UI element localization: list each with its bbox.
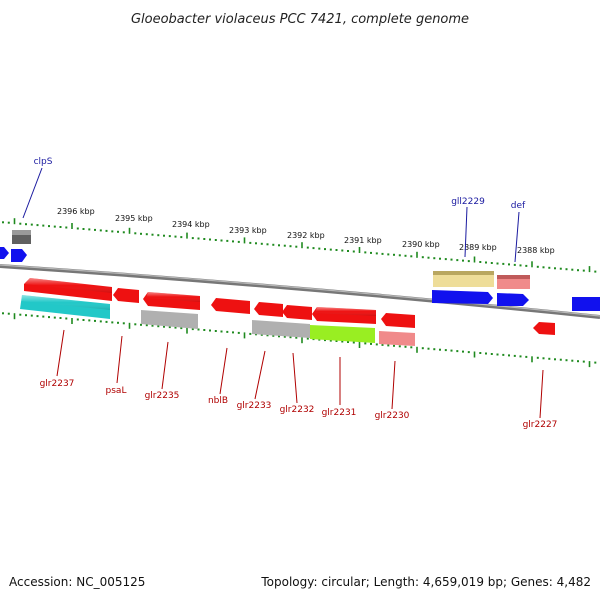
feature-shine <box>24 278 112 293</box>
gene-feature[interactable] <box>141 310 198 329</box>
leader-line <box>161 341 169 390</box>
gene-feature <box>497 275 530 279</box>
gene-feature[interactable] <box>497 293 529 306</box>
gene-feature[interactable] <box>254 302 283 317</box>
gene-feature[interactable] <box>0 247 9 259</box>
gene-label-glr2230[interactable]: glr2230 <box>375 411 410 421</box>
gene-label-glr2232[interactable]: glr2232 <box>280 405 315 415</box>
scale-label: 2392 kbp <box>287 231 325 240</box>
forward-strand-features <box>0 230 600 311</box>
feature-shine <box>315 307 376 316</box>
leader-line <box>391 360 396 410</box>
leader-line <box>56 329 65 377</box>
accession-text: Accession: NC_005125 <box>9 575 145 589</box>
scale-label: 2394 kbp <box>172 220 210 229</box>
gene-label-glr2237[interactable]: glr2237 <box>40 379 75 389</box>
leader-line <box>539 369 544 419</box>
gene-label-glr2233[interactable]: glr2233 <box>237 401 272 411</box>
gene-feature[interactable] <box>310 325 375 343</box>
gene-label-psal[interactable]: psaL <box>106 386 127 396</box>
genome-backbone <box>0 264 600 319</box>
leader-line <box>116 335 123 384</box>
scale-label: 2391 kbp <box>344 236 382 245</box>
gene-feature[interactable] <box>572 297 600 311</box>
leader-line <box>464 206 468 258</box>
feature-shading <box>21 278 376 316</box>
scale-label: 2390 kbp <box>402 240 440 249</box>
genome-backbone-highlight <box>0 264 600 317</box>
lower-tick-track <box>2 312 597 368</box>
gene-label-clps[interactable]: clpS <box>34 157 53 167</box>
leader-line <box>22 167 43 219</box>
leader-line <box>219 347 228 395</box>
gene-feature[interactable] <box>282 305 312 320</box>
scale-labels: 2396 kbp 2395 kbp 2394 kbp 2393 kbp 2392… <box>57 207 555 255</box>
genome-summary-text: Topology: circular; Length: 4,659,019 bp… <box>260 575 591 589</box>
feature-shine <box>21 295 110 310</box>
gene-label-nblb[interactable]: nblB <box>208 396 228 406</box>
leader-line <box>292 352 298 404</box>
gene-feature <box>433 271 494 275</box>
gene-feature[interactable] <box>252 320 310 338</box>
gene-feature[interactable] <box>211 298 250 314</box>
reverse-leader-lines <box>56 329 544 419</box>
scale-label: 2388 kbp <box>517 246 555 255</box>
gene-label-glr2235[interactable]: glr2235 <box>145 391 180 401</box>
scale-label: 2395 kbp <box>115 214 153 223</box>
gene-feature <box>12 230 31 235</box>
gene-feature[interactable] <box>533 322 555 335</box>
gene-label-glr2231[interactable]: glr2231 <box>322 408 357 418</box>
gene-feature[interactable] <box>432 290 493 304</box>
gene-label-glr2227[interactable]: glr2227 <box>523 420 558 430</box>
scale-label: 2393 kbp <box>229 226 267 235</box>
gene-label-gll2229[interactable]: gll2229 <box>451 197 485 207</box>
forward-leader-lines <box>22 167 520 263</box>
scale-label: 2389 kbp <box>459 243 497 252</box>
map-title: Gloeobacter violaceus PCC 7421, complete… <box>131 12 469 27</box>
feature-shine <box>146 292 200 302</box>
gene-labels: clpS gll2229 def glr2237 psaL glr2235 nb… <box>34 157 558 430</box>
scale-label: 2396 kbp <box>57 207 95 216</box>
gene-feature[interactable] <box>379 331 415 346</box>
upper-tick-track <box>2 218 597 273</box>
gene-feature[interactable] <box>381 313 415 328</box>
gene-feature[interactable] <box>113 288 139 303</box>
gene-label-def[interactable]: def <box>511 201 526 211</box>
gene-feature[interactable] <box>11 249 27 262</box>
leader-line <box>254 350 266 400</box>
leader-line <box>514 211 520 263</box>
